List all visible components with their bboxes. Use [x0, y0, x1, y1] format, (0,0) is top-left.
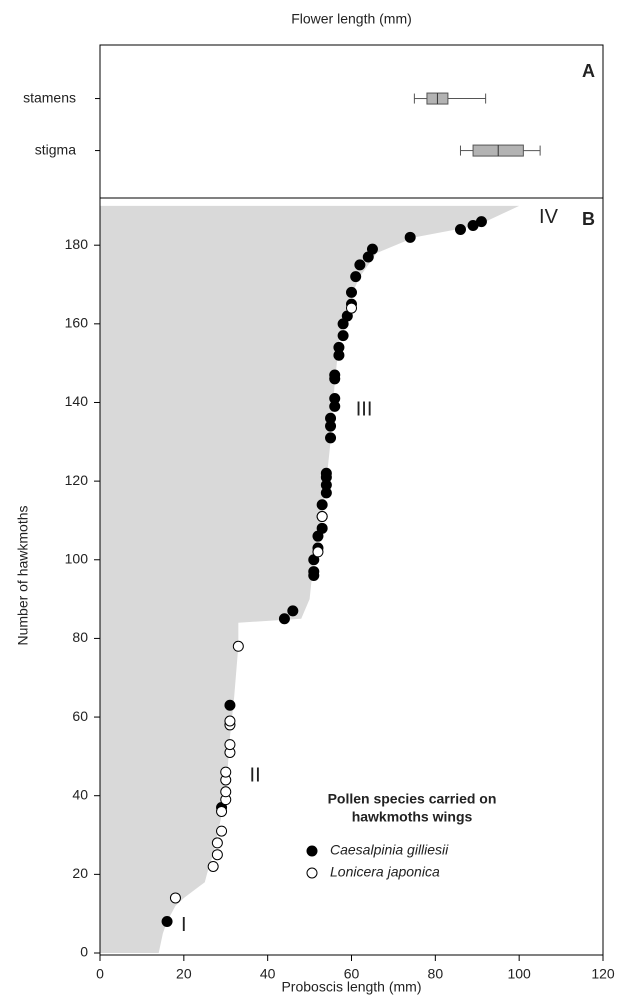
y-axis-title: Number of hawkmoths	[15, 505, 31, 645]
annotation: IV	[539, 206, 559, 228]
point	[207, 860, 219, 872]
legend-marker	[306, 845, 318, 857]
y-tick-label: 0	[80, 944, 88, 960]
x-tick-label: 0	[96, 966, 104, 982]
y-tick-label: 140	[65, 393, 89, 409]
legend-title: Pollen species carried on	[328, 791, 497, 807]
point	[224, 739, 236, 751]
y-tick-label: 60	[72, 708, 88, 724]
x-tick-label: 120	[591, 966, 615, 982]
point	[232, 640, 244, 652]
legend-title: hawkmoths wings	[352, 809, 473, 825]
x-tick-label: 40	[260, 966, 276, 982]
y-tick-label: stigma	[35, 141, 76, 157]
point	[220, 766, 232, 778]
y-tick-label: 20	[72, 865, 88, 881]
y-tick-label: 120	[65, 472, 89, 488]
point	[350, 271, 362, 283]
x-tick-label: 100	[507, 966, 531, 982]
y-tick-label: stamens	[23, 89, 76, 105]
axis-title: Flower length (mm)	[291, 11, 412, 27]
point	[325, 412, 337, 424]
point	[316, 522, 328, 534]
y-tick-label: 180	[65, 236, 89, 252]
x-tick-label: 20	[176, 966, 192, 982]
point	[287, 605, 299, 617]
point	[337, 330, 349, 342]
y-tick-label: 80	[72, 629, 88, 645]
point	[308, 566, 320, 578]
y-tick-label: 100	[65, 550, 89, 566]
point	[169, 892, 181, 904]
point	[354, 259, 366, 271]
proboscis-area	[100, 205, 520, 954]
x-tick-label: 60	[344, 966, 360, 982]
point	[329, 369, 341, 381]
legend-label: Caesalpinia gilliesii	[330, 842, 449, 858]
point	[346, 302, 357, 314]
point	[404, 231, 416, 243]
annotation: III	[356, 399, 373, 421]
point	[454, 223, 466, 235]
point	[211, 849, 223, 861]
legend-label: Lonicera japonica	[330, 864, 440, 880]
point	[325, 432, 337, 444]
x-tick-label: 80	[428, 966, 444, 982]
point	[216, 805, 228, 817]
point	[346, 286, 357, 298]
point	[316, 499, 328, 511]
x-axis-title: Proboscis length (mm)	[281, 979, 421, 995]
point	[224, 699, 236, 711]
point	[216, 825, 228, 837]
y-tick-label: 40	[72, 786, 88, 802]
point	[329, 393, 341, 405]
point	[366, 243, 378, 255]
point	[224, 715, 236, 727]
panel-label: B	[582, 209, 595, 229]
panel-label: A	[582, 61, 595, 81]
point	[320, 467, 332, 479]
point	[316, 511, 328, 523]
point	[333, 341, 345, 353]
point	[220, 786, 232, 798]
point	[211, 837, 223, 849]
y-tick-label: 160	[65, 315, 89, 331]
point	[161, 916, 173, 928]
point	[312, 546, 324, 558]
annotation: II	[250, 764, 261, 786]
legend-marker	[306, 867, 318, 879]
point	[475, 216, 487, 228]
point	[278, 613, 290, 625]
panel-frame	[99, 44, 604, 199]
annotation: I	[181, 914, 187, 936]
